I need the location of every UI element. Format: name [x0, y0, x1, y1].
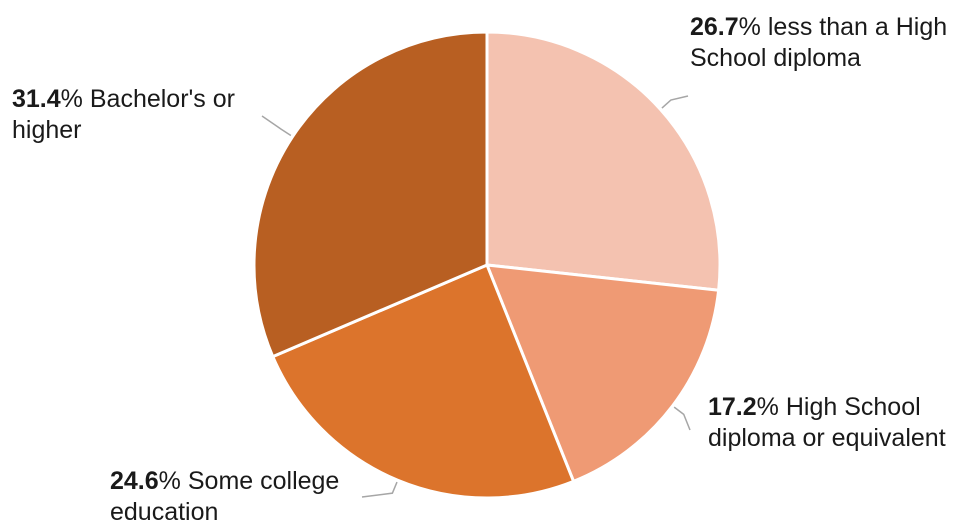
leader-high-school-diploma	[673, 406, 691, 431]
unit-less-than-high-school: %	[738, 13, 761, 41]
label-less-than-high-school: 26.7% less than a High School diploma	[690, 12, 970, 74]
value-bachelors-or-higher: 31.4	[12, 85, 61, 113]
name-high-school-diploma: High School diploma or equivalent	[708, 393, 946, 452]
label-some-college: 24.6% Some college education	[110, 466, 380, 528]
leader-some-college	[361, 481, 398, 498]
name-some-college: Some college education	[110, 467, 340, 526]
unit-bachelors-or-higher: %	[60, 85, 83, 113]
name-less-than-high-school: less than a High School diploma	[690, 13, 948, 72]
pie-slices	[252, 30, 722, 500]
name-bachelors-or-higher: Bachelor's or higher	[12, 85, 235, 144]
slice-some-college	[271, 263, 576, 500]
slice-less-than-high-school	[485, 30, 722, 292]
slice-high-school-diploma	[485, 263, 721, 483]
value-high-school-diploma: 17.2	[708, 393, 757, 421]
leader-less-than-high-school	[661, 95, 689, 109]
leader-lines	[261, 95, 691, 498]
leader-bachelors-or-higher	[261, 115, 292, 137]
value-some-college: 24.6	[110, 467, 159, 495]
value-less-than-high-school: 26.7	[690, 13, 739, 41]
slice-bachelors-or-higher	[252, 30, 489, 359]
label-bachelors-or-higher: 31.4% Bachelor's or higher	[12, 84, 272, 146]
label-high-school-diploma: 17.2% High School diploma or equivalent	[708, 392, 972, 454]
unit-high-school-diploma: %	[756, 393, 779, 421]
unit-some-college: %	[158, 467, 181, 495]
